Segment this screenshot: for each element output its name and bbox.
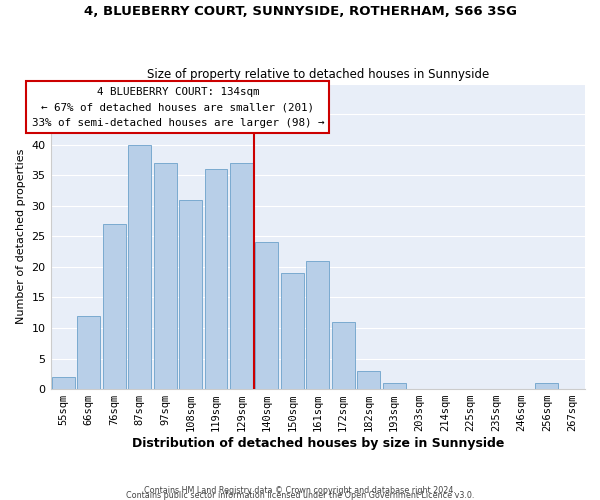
Bar xyxy=(128,144,151,389)
Text: 4 BLUEBERRY COURT: 134sqm
← 67% of detached houses are smaller (201)
33% of semi: 4 BLUEBERRY COURT: 134sqm ← 67% of detac… xyxy=(32,86,324,128)
Bar xyxy=(205,169,227,389)
Text: Contains HM Land Registry data © Crown copyright and database right 2024.: Contains HM Land Registry data © Crown c… xyxy=(144,486,456,495)
Bar xyxy=(332,322,355,389)
Bar xyxy=(179,200,202,389)
Bar xyxy=(281,273,304,389)
Bar xyxy=(77,316,100,389)
Title: Size of property relative to detached houses in Sunnyside: Size of property relative to detached ho… xyxy=(146,68,489,81)
Bar xyxy=(256,242,278,389)
Bar xyxy=(103,224,125,389)
Bar xyxy=(52,377,75,389)
Y-axis label: Number of detached properties: Number of detached properties xyxy=(16,148,26,324)
Bar xyxy=(230,163,253,389)
Bar xyxy=(307,261,329,389)
Text: 4, BLUEBERRY COURT, SUNNYSIDE, ROTHERHAM, S66 3SG: 4, BLUEBERRY COURT, SUNNYSIDE, ROTHERHAM… xyxy=(83,5,517,18)
Bar xyxy=(383,383,406,389)
X-axis label: Distribution of detached houses by size in Sunnyside: Distribution of detached houses by size … xyxy=(131,437,504,450)
Bar xyxy=(535,383,558,389)
Bar xyxy=(154,163,176,389)
Bar xyxy=(357,371,380,389)
Text: Contains public sector information licensed under the Open Government Licence v3: Contains public sector information licen… xyxy=(126,490,474,500)
